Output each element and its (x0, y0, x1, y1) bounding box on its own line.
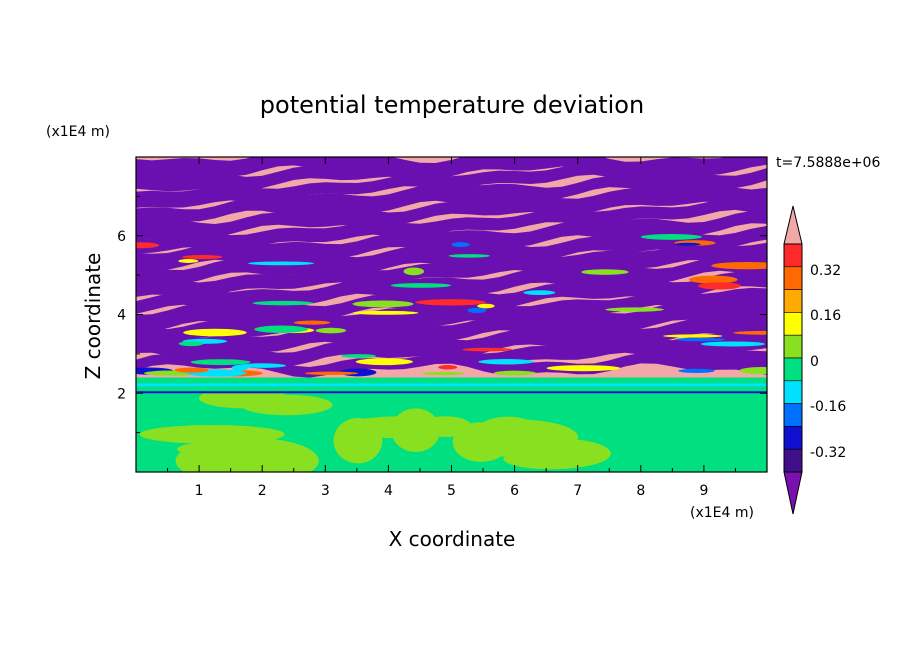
field-streak (581, 269, 629, 275)
field-band (136, 352, 767, 378)
field-streak (733, 330, 767, 335)
field-streak (674, 242, 701, 246)
field-streak (305, 371, 358, 375)
field-streak (252, 300, 314, 306)
field-streak (675, 337, 726, 342)
field-blob (333, 418, 383, 464)
field-streak (183, 328, 247, 337)
field-streak (739, 366, 767, 375)
colorbar-segment (783, 243, 803, 268)
colorbar-label: 0 (810, 354, 819, 370)
field-streak (248, 261, 314, 266)
field-streak (478, 359, 534, 365)
x-tick-label: 7 (573, 483, 582, 499)
colorbar-segment (783, 448, 803, 473)
field-streak (254, 325, 308, 333)
y-unit-label: (x1E4 m) (46, 124, 110, 140)
colorbar-label: -0.16 (810, 399, 846, 415)
chart-title: potential temperature deviation (260, 91, 644, 119)
field-streak (178, 259, 199, 263)
field-streak (352, 310, 419, 315)
field-band (136, 184, 767, 215)
x-tick-label: 5 (447, 483, 456, 499)
field-streak (403, 267, 425, 276)
colorbar-bottom-arrow (783, 471, 803, 515)
transition-line (136, 391, 767, 394)
field-streak (352, 300, 414, 308)
colorbar-segment (783, 266, 803, 290)
field-streak (174, 367, 209, 373)
field-streak (523, 290, 556, 296)
field-streak (438, 365, 458, 370)
x-tick-label: 6 (510, 483, 519, 499)
field-streak (697, 282, 741, 290)
field-streak (136, 242, 160, 249)
field-streak (688, 275, 738, 284)
field-streak (190, 359, 251, 366)
transition-line (136, 383, 767, 387)
colorbar: 0.32 0.16 0 -0.16 -0.32 (783, 205, 846, 515)
colorbar-label: 0.32 (810, 263, 841, 279)
y-tick-label: 4 (117, 308, 126, 324)
field-streak (415, 299, 486, 306)
field-streak (678, 368, 715, 373)
field-streak (477, 303, 495, 309)
colorbar-segment (783, 312, 803, 336)
field-band (136, 233, 767, 261)
field-streak (711, 261, 767, 270)
field-blob (177, 441, 267, 457)
colorbar-segment (783, 357, 803, 382)
y-axis-label: Z coordinate (81, 253, 105, 380)
time-label: t=7.5888e+06 (776, 155, 880, 171)
colorbar-frame (783, 243, 803, 473)
x-tick-label: 9 (699, 483, 708, 499)
field-streak (700, 341, 765, 347)
field-streak (178, 341, 204, 347)
field-streak (546, 365, 621, 372)
field-streak (355, 358, 413, 366)
x-tick-label: 3 (321, 483, 330, 499)
field-streak (390, 283, 452, 288)
y-tick-label: 2 (117, 386, 126, 402)
field-streak (640, 233, 702, 240)
field-blob (139, 424, 285, 444)
field-streak (467, 307, 487, 314)
field-streak (493, 370, 537, 376)
field-streak (340, 354, 377, 358)
colorbar-label: 0.16 (810, 308, 841, 324)
plot-area (136, 157, 767, 472)
field-streak (451, 242, 470, 248)
x-tick-label: 4 (384, 483, 393, 499)
colorbar-segment (783, 403, 803, 427)
field-streak (663, 334, 723, 338)
y-tick-label: 6 (117, 229, 126, 245)
field-streak (462, 347, 513, 352)
field-blob (454, 419, 579, 455)
colorbar-segment (783, 334, 803, 359)
field-band (136, 210, 767, 237)
y-axis: 2 4 6 (117, 195, 767, 434)
colorbar-top-arrow (783, 205, 803, 245)
field-streak (293, 320, 331, 325)
field-band (136, 157, 767, 180)
x-tick-label: 1 (195, 483, 204, 499)
x-tick-label: 8 (636, 483, 645, 499)
field-streak (315, 327, 347, 334)
x-tick-label: 2 (258, 483, 267, 499)
field-streak (238, 363, 287, 368)
field-streak (182, 255, 223, 260)
x-axis-label: X coordinate (389, 527, 516, 551)
colorbar-label: -0.32 (810, 445, 846, 461)
x-unit-label: (x1E4 m) (690, 505, 754, 521)
field-streak (448, 254, 490, 258)
colorbar-segment (783, 426, 803, 450)
field-streak (605, 307, 664, 312)
colorbar-segment (783, 289, 803, 313)
x-axis: 1 2 3 4 5 6 7 8 9 (167, 157, 736, 499)
colorbar-segment (783, 380, 803, 404)
field-streak (421, 372, 466, 376)
field-blob (240, 394, 333, 416)
